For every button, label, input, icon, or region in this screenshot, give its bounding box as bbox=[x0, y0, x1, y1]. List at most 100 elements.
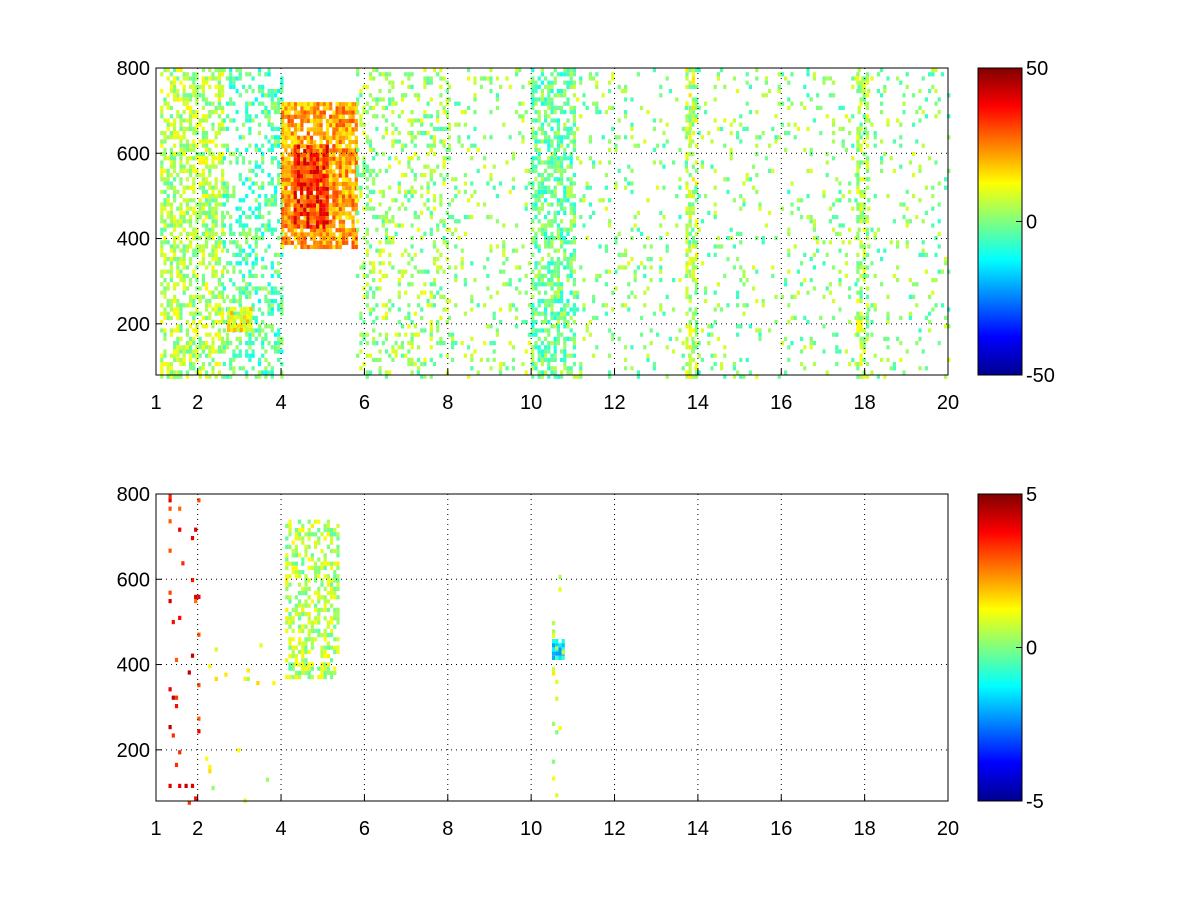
heatmap-cell bbox=[662, 215, 666, 220]
heatmap-cell bbox=[329, 202, 333, 208]
heatmap-cell bbox=[300, 144, 304, 149]
heatmap-cell bbox=[173, 177, 177, 182]
heatmap-cell bbox=[556, 341, 560, 346]
heatmap-cell bbox=[624, 97, 628, 102]
heatmap-cell bbox=[300, 186, 304, 191]
heatmap-cell bbox=[166, 269, 170, 274]
heatmap-cell bbox=[248, 341, 252, 346]
heatmap-cell bbox=[176, 353, 180, 358]
heatmap-cell bbox=[865, 303, 870, 308]
heatmap-cell bbox=[182, 362, 186, 367]
heatmap-cell bbox=[384, 315, 389, 320]
heatmap-cell bbox=[420, 328, 424, 333]
heatmap-cell bbox=[176, 349, 180, 354]
heatmap-cell bbox=[235, 76, 239, 81]
heatmap-cell bbox=[391, 303, 395, 308]
heatmap-cell bbox=[217, 126, 221, 131]
heatmap-cell bbox=[217, 332, 221, 337]
heatmap-cell bbox=[332, 219, 336, 224]
heatmap-cell bbox=[862, 177, 866, 182]
heatmap-cell bbox=[902, 215, 906, 220]
heatmap-cell bbox=[928, 72, 932, 77]
heatmap-cell bbox=[230, 319, 234, 324]
heatmap-cell bbox=[463, 215, 467, 220]
heatmap-cell bbox=[281, 215, 285, 220]
heatmap-cell bbox=[413, 177, 417, 182]
heatmap-cell bbox=[238, 206, 242, 211]
heatmap-cell bbox=[280, 303, 284, 308]
heatmap-cell bbox=[467, 105, 471, 110]
heatmap-cell bbox=[201, 294, 205, 299]
heatmap-cell bbox=[298, 637, 302, 642]
heatmap-cell bbox=[569, 328, 573, 333]
heatmap-cell bbox=[322, 224, 326, 229]
heatmap-cell bbox=[748, 324, 752, 329]
heatmap-cell bbox=[931, 223, 935, 228]
heatmap-cell bbox=[281, 165, 285, 170]
heatmap-cell bbox=[423, 282, 427, 287]
heatmap-cell bbox=[470, 294, 474, 299]
heatmap-cell bbox=[617, 84, 621, 89]
heatmap-cell bbox=[287, 177, 291, 182]
heatmap-cell bbox=[281, 152, 285, 157]
heatmap-cell bbox=[862, 202, 866, 207]
heatmap-cell bbox=[189, 244, 193, 249]
heatmap-cell bbox=[856, 299, 860, 304]
heatmap-cell bbox=[208, 261, 212, 266]
heatmap-cell bbox=[325, 240, 330, 245]
heatmap-cell bbox=[483, 202, 487, 207]
heatmap-cell bbox=[238, 341, 242, 346]
heatmap-cell bbox=[800, 362, 804, 367]
heatmap-cell bbox=[238, 269, 242, 274]
heatmap-cell bbox=[359, 118, 363, 123]
heatmap-cell bbox=[294, 549, 298, 554]
heatmap-cell bbox=[205, 299, 209, 304]
heatmap-cell bbox=[345, 190, 349, 195]
heatmap-cell bbox=[553, 265, 557, 270]
heatmap-cell bbox=[298, 612, 302, 617]
heatmap-cell bbox=[287, 207, 291, 212]
heatmap-cell bbox=[296, 182, 300, 187]
heatmap-cell bbox=[185, 76, 189, 81]
heatmap-cell bbox=[372, 278, 376, 283]
heatmap-cell bbox=[221, 126, 225, 131]
heatmap-cell bbox=[688, 110, 692, 115]
heatmap-cell bbox=[222, 223, 226, 228]
heatmap-cell bbox=[685, 194, 689, 199]
heatmap-cell bbox=[322, 236, 326, 241]
heatmap-cell bbox=[261, 353, 265, 358]
heatmap-cell bbox=[429, 210, 433, 215]
heatmap-cell bbox=[394, 341, 398, 346]
heatmap-cell bbox=[547, 114, 551, 119]
heatmap-cell bbox=[880, 68, 884, 73]
heatmap-cell bbox=[537, 269, 541, 274]
heatmap-cell bbox=[582, 307, 586, 312]
heatmap-cell bbox=[241, 84, 246, 89]
heatmap-cell bbox=[232, 118, 236, 123]
heatmap-cell bbox=[312, 174, 316, 179]
heatmap-cell bbox=[222, 265, 226, 270]
heatmap-cell bbox=[540, 349, 544, 354]
heatmap-cell bbox=[359, 122, 363, 127]
heatmap-cell bbox=[391, 101, 395, 106]
heatmap-cell bbox=[214, 320, 218, 325]
heatmap-cell bbox=[876, 72, 880, 77]
heatmap-cell bbox=[553, 282, 557, 287]
heatmap-cell bbox=[713, 362, 717, 367]
heatmap-cell bbox=[841, 139, 845, 144]
heatmap-cell bbox=[862, 315, 866, 320]
heatmap-cell bbox=[902, 370, 906, 375]
heatmap-cell bbox=[569, 160, 573, 165]
heatmap-cell bbox=[678, 215, 682, 220]
heatmap-cell bbox=[205, 265, 209, 270]
heatmap-cell bbox=[921, 76, 925, 81]
heatmap-cell bbox=[563, 135, 567, 140]
heatmap-cell bbox=[316, 102, 320, 107]
heatmap-cell bbox=[470, 215, 474, 220]
heatmap-cell bbox=[793, 244, 797, 249]
heatmap-cell bbox=[378, 261, 382, 266]
heatmap-cell bbox=[556, 286, 560, 291]
heatmap-cell bbox=[758, 135, 762, 140]
heatmap-cell bbox=[166, 118, 170, 123]
heatmap-cell bbox=[407, 198, 411, 203]
